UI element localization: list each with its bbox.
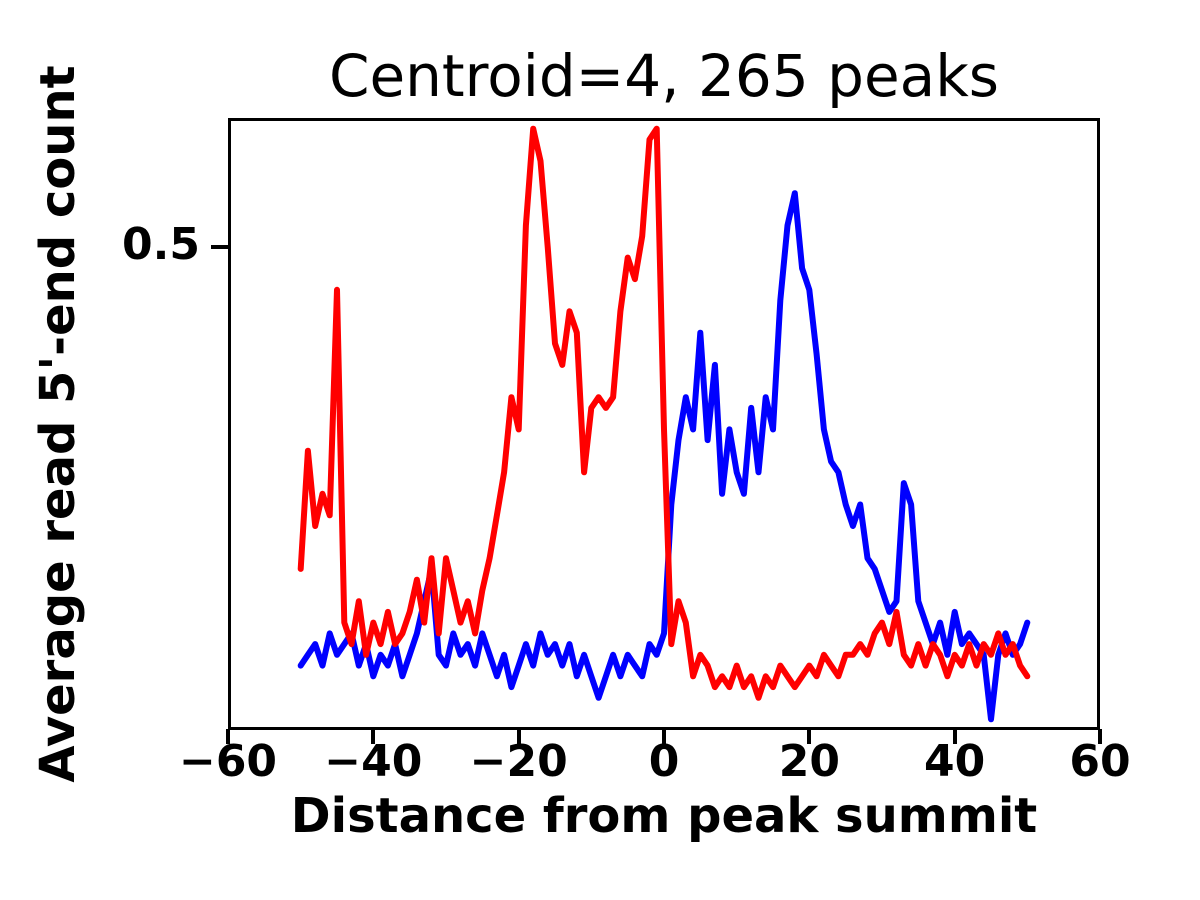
y-tick-label: 0.5 [122,218,200,270]
x-tick-mark [516,729,521,744]
x-tick-label: −40 [324,736,423,787]
x-tick-label: −20 [469,736,568,787]
red-series-line [297,125,1031,701]
x-tick-mark [371,729,376,744]
x-tick-label: 60 [1069,736,1131,787]
x-tick-mark [226,729,230,744]
y-axis-label: Average read 5'-end count [30,65,86,783]
x-tick-mark [662,729,666,744]
x-tick-mark [952,729,957,744]
x-tick-mark [1098,729,1102,744]
x-tick-label: 20 [778,736,840,787]
series-layer [297,125,1031,723]
axes-frame [228,118,1100,730]
x-tick-label: 0 [648,736,680,787]
y-tick-mark [211,244,228,249]
x-axis-label: Distance from peak summit [290,788,1038,844]
x-tick-mark [807,729,812,744]
x-tick-label: 40 [924,736,986,787]
chart-title: Centroid=4, 265 peaks [328,42,1000,110]
plot-svg [228,118,1100,730]
x-tick-label: −60 [178,736,278,787]
